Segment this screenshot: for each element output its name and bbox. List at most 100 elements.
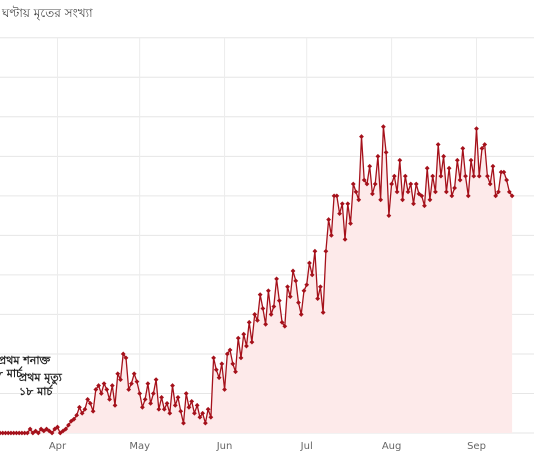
- data-point: [506, 189, 512, 195]
- data-point: [140, 404, 145, 410]
- data-point: [33, 428, 38, 434]
- data-point: [424, 165, 430, 171]
- data-point: [364, 181, 370, 187]
- data-point: [115, 371, 121, 377]
- data-point: [476, 173, 482, 179]
- data-point: [468, 157, 474, 163]
- annotation-text: ৮ মার্চ: [0, 366, 23, 380]
- data-point: [457, 177, 463, 183]
- data-point: [433, 189, 438, 195]
- data-point: [164, 400, 170, 406]
- data-point: [326, 217, 332, 222]
- annotations: প্রথম শনাক্ত৮ মার্চপ্রথম মৃত্যু১৮ মার্চ: [0, 354, 63, 398]
- data-point: [153, 377, 159, 383]
- data-point: [260, 306, 266, 311]
- data-point: [246, 319, 252, 325]
- data-point: [408, 181, 414, 187]
- data-point: [438, 173, 444, 179]
- data-point: [104, 387, 110, 392]
- data-point: [427, 197, 433, 203]
- data-point: [0, 430, 6, 436]
- data-point: [375, 153, 381, 159]
- data-point: [63, 426, 69, 432]
- data-point: [293, 278, 299, 284]
- x-tick-label: Jun: [216, 441, 233, 452]
- data-point: [107, 397, 112, 402]
- data-point: [5, 430, 11, 436]
- x-tick-label: Jul: [300, 441, 313, 452]
- data-point: [271, 304, 277, 309]
- data-point: [41, 428, 47, 434]
- data-point: [391, 173, 397, 179]
- data-point: [235, 335, 241, 341]
- data-point: [172, 402, 178, 408]
- data-point: [504, 177, 510, 183]
- data-point: [479, 146, 485, 151]
- data-point: [30, 430, 36, 436]
- data-point: [101, 381, 107, 386]
- data-point: [118, 377, 123, 383]
- data-point: [205, 406, 211, 412]
- data-point: [175, 395, 181, 400]
- data-point: [443, 189, 449, 195]
- data-point: [227, 347, 233, 353]
- data-point: [14, 430, 19, 436]
- data-point: [339, 201, 345, 207]
- data-point: [265, 288, 271, 294]
- data-point: [249, 339, 255, 345]
- data-point: [452, 185, 457, 191]
- data-point: [334, 193, 340, 199]
- data-point: [290, 268, 296, 274]
- x-axis-ticks: Apr May Jun Jul Aug Sep: [49, 441, 486, 452]
- data-point: [142, 397, 148, 402]
- data-point: [222, 387, 227, 392]
- data-point: [109, 383, 115, 388]
- data-point: [22, 430, 28, 436]
- data-point: [257, 292, 263, 298]
- data-point: [230, 361, 236, 367]
- data-point: [353, 189, 359, 195]
- data-point: [55, 424, 60, 430]
- data-point: [402, 173, 408, 179]
- data-point: [131, 371, 137, 377]
- data-point: [413, 181, 419, 187]
- data-point: [46, 428, 52, 434]
- data-point: [241, 331, 247, 337]
- data-point: [145, 381, 151, 386]
- data-point: [482, 142, 488, 147]
- data-point: [90, 408, 96, 414]
- data-point: [422, 203, 427, 209]
- data-point: [98, 391, 104, 396]
- data-point: [307, 260, 312, 266]
- data-point: [66, 422, 71, 428]
- data-point: [356, 197, 362, 203]
- data-point: [471, 173, 477, 179]
- data-point: [77, 404, 82, 410]
- data-point: [359, 134, 364, 139]
- data-point: [380, 124, 386, 130]
- data-point: [186, 404, 192, 410]
- data-point: [474, 126, 479, 132]
- data-point: [74, 412, 80, 418]
- data-point: [285, 284, 290, 290]
- data-point: [279, 319, 285, 325]
- data-point: [134, 379, 140, 385]
- data-point: [181, 420, 186, 426]
- data-point: [183, 391, 189, 396]
- data-point: [213, 367, 219, 373]
- data-point: [435, 142, 441, 147]
- data-point: [192, 410, 197, 416]
- data-points: [0, 124, 515, 436]
- x-tick-label: Aug: [382, 441, 402, 452]
- data-point: [485, 173, 490, 179]
- x-tick-label: Sep: [467, 441, 486, 452]
- data-point: [202, 420, 208, 426]
- data-point: [85, 397, 91, 402]
- grid: [0, 37, 534, 434]
- data-point: [298, 312, 304, 317]
- data-point: [342, 236, 348, 242]
- data-point: [487, 181, 493, 187]
- data-point: [328, 232, 334, 238]
- data-point: [224, 351, 230, 357]
- data-point: [60, 428, 66, 434]
